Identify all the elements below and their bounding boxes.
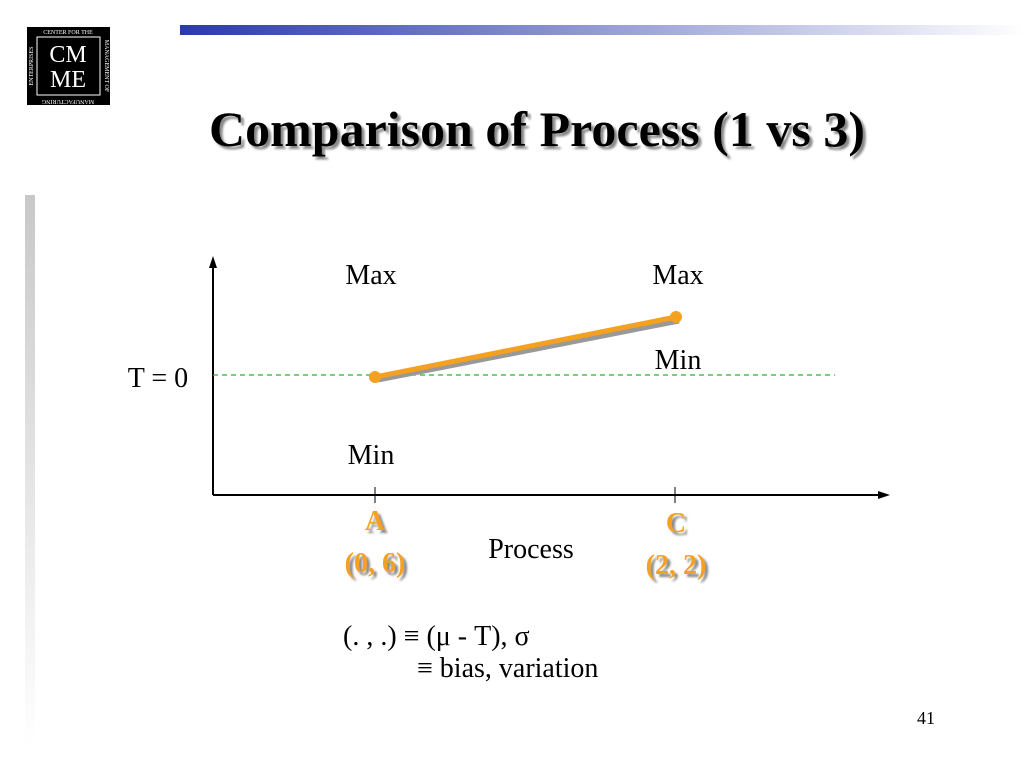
- logo-text: ME: [50, 67, 86, 93]
- point-coords: (2, 2): [646, 550, 707, 581]
- legend-text: (. , .) ≡ (μ - T), σ: [343, 621, 530, 652]
- logo-ring-text: CENTER FOR THE: [43, 30, 93, 36]
- target-label: T = 0: [128, 363, 188, 394]
- slide-title: Comparison of Process (1 vs 3): [209, 101, 865, 157]
- segment-shadow: [377, 318, 680, 383]
- x-axis-label: Process: [488, 534, 574, 565]
- min-label: Min: [655, 345, 702, 376]
- legend-text: ≡ bias, variation: [417, 653, 598, 684]
- logo: CM ME CENTER FOR THE MANAGEMENT OF MANUF…: [27, 27, 110, 105]
- min-label: Min: [348, 440, 395, 471]
- logo-ring-text: MANUFACTURING: [41, 98, 94, 104]
- logo-ring-text: MANAGEMENT OF: [103, 40, 109, 93]
- axes: [209, 256, 890, 503]
- header-bar: [180, 25, 1024, 35]
- logo-ring-text: ENTERPRISES: [29, 46, 35, 85]
- point-name: A: [365, 506, 386, 537]
- point-name: C: [666, 508, 686, 539]
- point: [670, 311, 682, 323]
- segment: [374, 314, 677, 380]
- side-bar: [25, 195, 35, 745]
- point: [369, 371, 381, 383]
- logo-text: CM: [49, 42, 86, 68]
- arrow: [878, 491, 890, 499]
- page-number: 41: [917, 708, 935, 728]
- arrow: [209, 256, 217, 268]
- point-coords: (0, 6): [345, 548, 406, 579]
- max-label: Max: [345, 260, 396, 291]
- max-label: Max: [652, 260, 703, 291]
